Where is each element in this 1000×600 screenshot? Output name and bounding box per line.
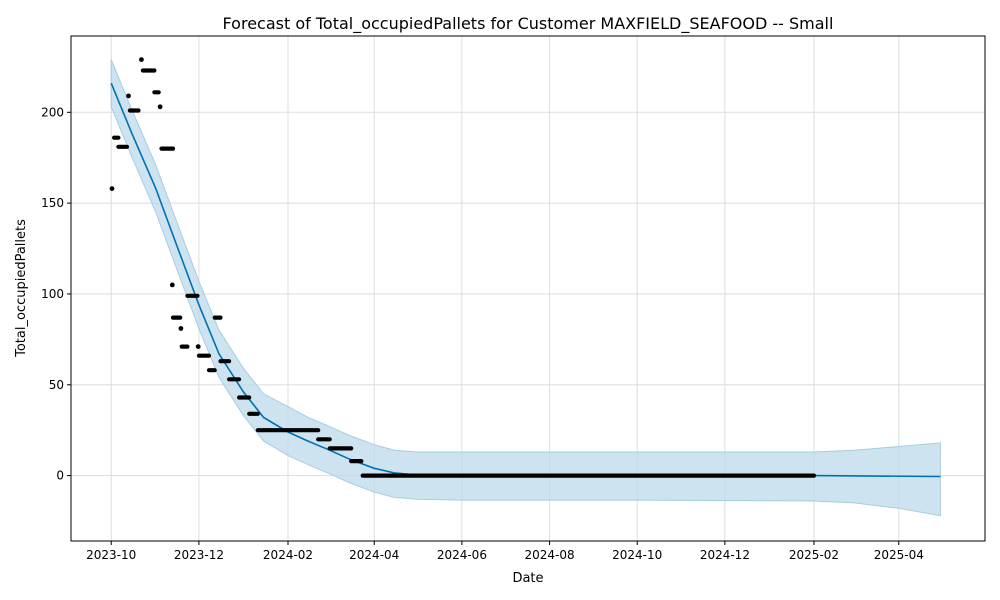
x-tick-label: 2024-04	[349, 548, 399, 562]
x-tick-label: 2023-12	[174, 548, 224, 562]
observed-point	[109, 186, 115, 192]
y-axis-ticks: 0 50 100 150 200	[41, 105, 71, 483]
observed-point	[157, 104, 163, 110]
x-tick-label: 2024-06	[437, 548, 487, 562]
y-axis-label: Total_occupiedPallets	[14, 219, 29, 358]
observed-point	[195, 344, 201, 349]
x-tick-label: 2023-10	[86, 548, 136, 562]
forecast-line-group	[110, 82, 941, 478]
forecast-line	[110, 82, 941, 478]
x-tick-label: 2025-04	[874, 548, 924, 562]
y-tick-label: 100	[41, 287, 64, 301]
x-tick-label: 2024-02	[263, 548, 313, 562]
x-tick-label: 2024-08	[524, 548, 574, 562]
observed-point	[169, 282, 175, 288]
y-tick-label: 200	[41, 105, 64, 119]
uncertainty-band-group	[110, 59, 941, 517]
x-tick-label: 2025-02	[789, 548, 839, 562]
x-tick-label: 2024-10	[612, 548, 662, 562]
y-tick-label: 150	[41, 196, 64, 210]
uncertainty-band	[110, 59, 941, 517]
observed-point	[178, 326, 184, 331]
observed-points-group	[109, 57, 817, 478]
observed-point	[139, 57, 144, 62]
chart-title: Forecast of Total_occupiedPallets for Cu…	[223, 14, 834, 34]
x-axis-ticks: 2023-10 2023-12 2024-02 2024-04 2024-06 2024-…	[86, 541, 924, 562]
plot-frame	[70, 35, 986, 542]
observed-point	[126, 93, 131, 99]
y-tick-label: 0	[56, 469, 64, 483]
x-axis-label: Date	[512, 571, 543, 586]
y-tick-label: 50	[49, 378, 64, 392]
x-tick-label: 2024-12	[700, 548, 750, 562]
